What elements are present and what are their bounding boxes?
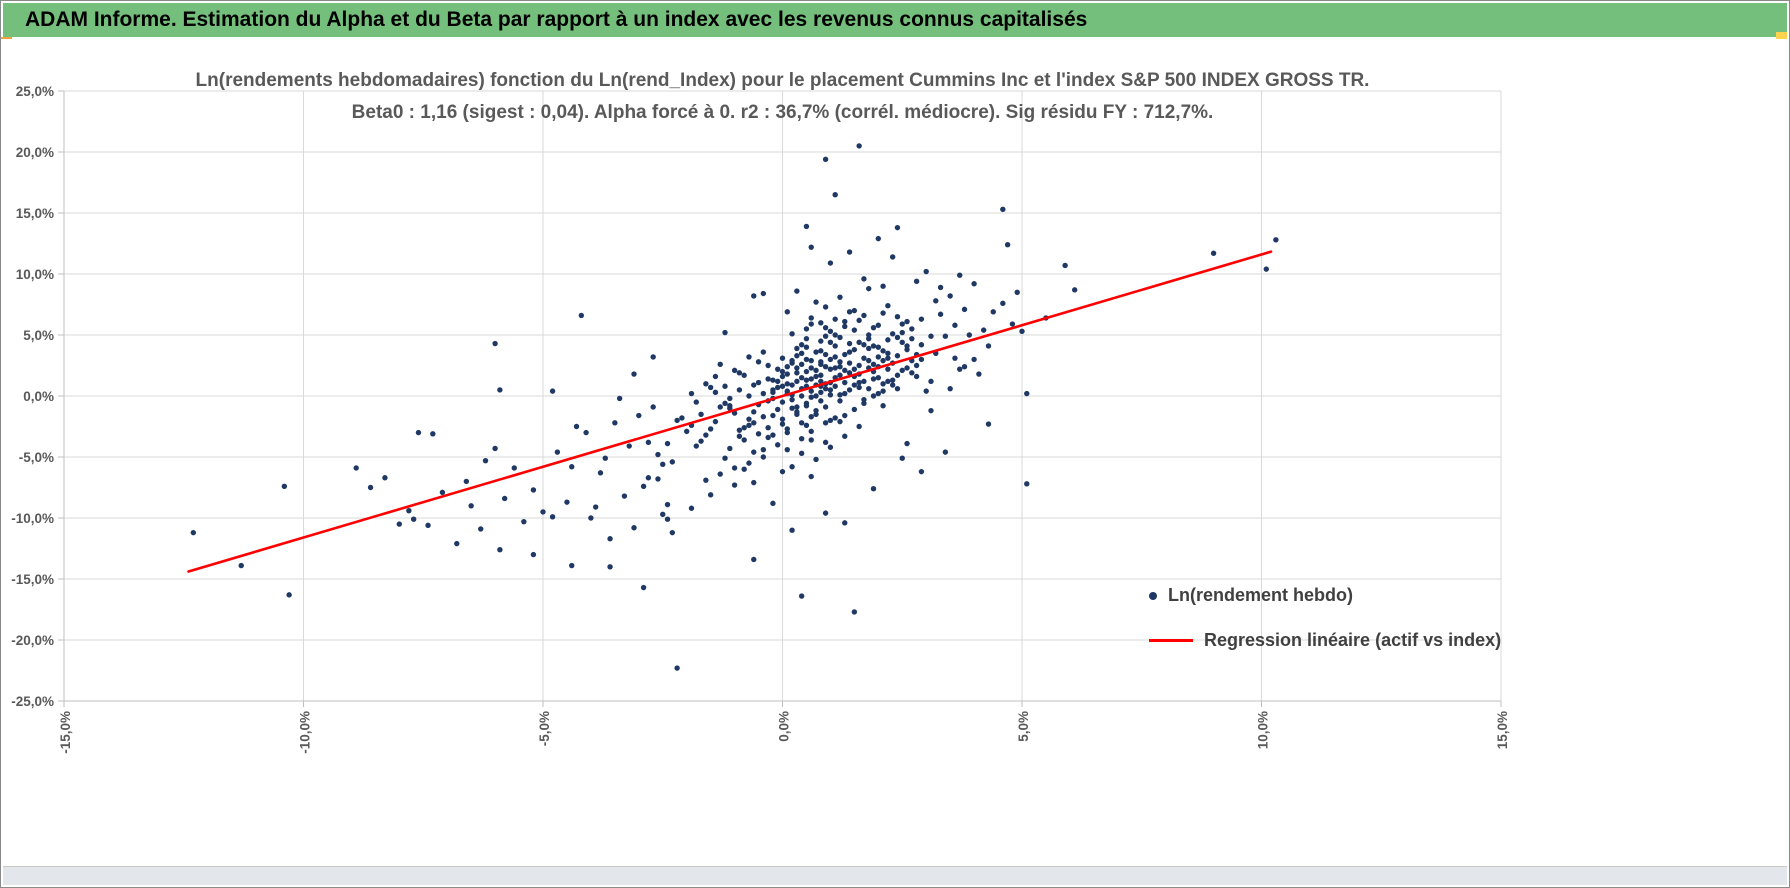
svg-text:-5,0%: -5,0%	[537, 711, 552, 746]
svg-text:15,0%: 15,0%	[1495, 711, 1510, 749]
legend-label-regression: Regression linéaire (actif vs index)	[1204, 630, 1502, 650]
svg-text:15,0%: 15,0%	[16, 206, 54, 221]
svg-text:-15,0%: -15,0%	[58, 711, 73, 754]
svg-text:10,0%: 10,0%	[16, 267, 54, 282]
chart-legend: Ln(rendement hebdo) Regression linéaire …	[1149, 585, 1501, 651]
svg-text:-25,0%: -25,0%	[11, 694, 54, 709]
svg-text:0,0%: 0,0%	[23, 389, 54, 404]
scatter-chart[interactable]: 25,0% 20,0% 15,0% 10,0% 5,0% 0,0% -5,0% -10,0% -…	[1, 39, 1790, 867]
svg-text:10,0%: 10,0%	[1256, 711, 1271, 749]
scatter-marker-icon	[1149, 591, 1157, 600]
chart-region: 25,0% 20,0% 15,0% 10,0% 5,0% 0,0% -5,0% -10,0% -…	[1, 39, 1789, 867]
legend-label-scatter: Ln(rendement hebdo)	[1168, 585, 1353, 605]
legend-entry-regression: Regression linéaire (actif vs index)	[1149, 630, 1501, 651]
svg-text:-5,0%: -5,0%	[19, 450, 54, 465]
legend-entry-scatter: Ln(rendement hebdo)	[1149, 585, 1501, 606]
svg-text:-10,0%: -10,0%	[298, 711, 313, 754]
svg-text:5,0%: 5,0%	[23, 328, 54, 343]
regression-line-icon	[1149, 639, 1193, 642]
svg-text:20,0%: 20,0%	[16, 145, 54, 160]
svg-text:5,0%: 5,0%	[1016, 711, 1031, 742]
svg-text:-10,0%: -10,0%	[11, 511, 54, 526]
report-title: ADAM Informe. Estimation du Alpha et du …	[25, 8, 1088, 31]
corner-accent-right	[1776, 32, 1787, 43]
svg-text:-20,0%: -20,0%	[11, 633, 54, 648]
report-header-bar: ADAM Informe. Estimation du Alpha et du …	[3, 3, 1787, 37]
svg-text:0,0%: 0,0%	[777, 711, 792, 742]
bottom-scrollbar-strip[interactable]	[3, 866, 1787, 885]
svg-text:-15,0%: -15,0%	[11, 572, 54, 587]
svg-text:25,0%: 25,0%	[16, 84, 54, 99]
